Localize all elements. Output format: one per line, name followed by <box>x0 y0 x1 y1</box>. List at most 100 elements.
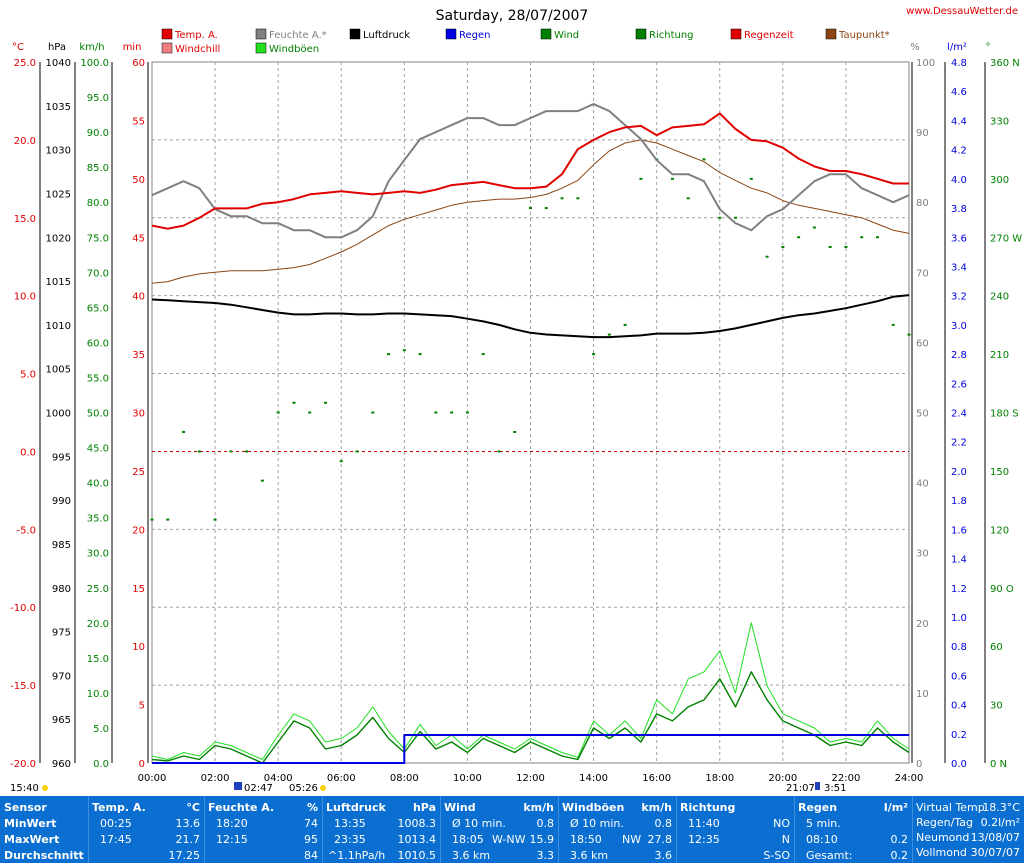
feuchte-min-val: 74 <box>304 817 318 830</box>
moonrise-icon <box>234 782 242 790</box>
richtung-min-time: 11:40 <box>688 817 720 830</box>
dir-tick: 150 <box>990 467 1009 478</box>
unit-label: min <box>123 42 142 53</box>
regen-tag-val: 0.2l/m² <box>980 816 1020 829</box>
hpa-tick: 970 <box>52 671 71 682</box>
richtung-point <box>544 207 548 210</box>
temp-tick: 15.0 <box>14 214 36 225</box>
dir-tick: 330 <box>990 116 1009 127</box>
hpa-tick: 975 <box>52 628 71 639</box>
dir-tick: 300 <box>990 175 1009 186</box>
rain-tick: 2.2 <box>951 438 967 449</box>
header-sensor: Sensor <box>4 801 47 814</box>
hpa-tick: 960 <box>52 759 71 770</box>
feuchte-min-time: 18:20 <box>216 817 248 830</box>
richtung-point <box>529 207 532 210</box>
vollmond-label: Vollmond <box>916 846 967 859</box>
richtung-point <box>907 333 911 336</box>
legend-swatch <box>635 28 647 40</box>
rain-tick: 3.6 <box>951 233 967 244</box>
luft-max-val: 1013.4 <box>397 833 437 846</box>
unit-label: °C <box>12 42 24 53</box>
kmh-tick: 25.0 <box>87 584 109 595</box>
header-regen-unit: l/m² <box>883 801 908 814</box>
richtung-max-time: 12:35 <box>688 833 720 846</box>
hpa-tick: 995 <box>52 452 71 463</box>
rain-tick: 0.6 <box>951 671 967 682</box>
header-boeen: Windböen <box>562 801 625 814</box>
boeen-min-val: 0.8 <box>654 817 673 830</box>
richtung-point <box>670 177 674 180</box>
rain-tick: 0.2 <box>951 730 967 741</box>
rain-tick: 2.0 <box>951 467 967 478</box>
richtung-point <box>245 450 249 453</box>
min-tick: 60 <box>132 58 145 69</box>
richtung-max-val: N <box>781 833 790 846</box>
legend-label: Temp. A. <box>174 30 218 41</box>
hpa-tick: 985 <box>52 540 71 551</box>
sunset-time: 21:07 <box>786 783 815 794</box>
col-regen: Regen l/m² 5 min. 08:10 0.2 Gesamt: 0.2 <box>794 796 913 863</box>
richtung-point <box>749 177 753 180</box>
min-tick: 5 <box>139 701 145 712</box>
legend-label: Windböen <box>269 44 319 55</box>
richtung-point <box>260 479 264 482</box>
time-tick: 20:00 <box>768 773 797 784</box>
richtung-point <box>860 236 864 239</box>
kmh-tick: 70.0 <box>87 268 109 279</box>
min-tick: 15 <box>132 584 145 595</box>
grid <box>151 61 910 764</box>
legend-swatch <box>730 28 742 40</box>
rain-tick: 2.4 <box>951 409 967 420</box>
richtung-point <box>875 236 879 239</box>
kmh-tick: 80.0 <box>87 198 109 209</box>
neumond-label: Neumond <box>916 831 970 844</box>
header-wind-unit: km/h <box>523 801 554 814</box>
wind-min-label: Ø 10 min. <box>452 817 506 830</box>
series-layer <box>150 103 911 764</box>
time-tick: 14:00 <box>579 773 608 784</box>
legend-swatch <box>825 28 837 40</box>
kmh-tick: 75.0 <box>87 233 109 244</box>
rain-tick: 3.0 <box>951 321 967 332</box>
pct-tick: 80 <box>916 198 929 209</box>
richtung-min-val: NO <box>773 817 790 830</box>
wind-min-val: 0.8 <box>536 817 555 830</box>
richtung-point <box>639 177 643 180</box>
header-luft: Luftdruck <box>326 801 386 814</box>
stats-panel: Sensor MinWert MaxWert Durchschnitt Temp… <box>0 796 1024 863</box>
hpa-tick: 965 <box>52 715 71 726</box>
richtung-avg-val: S-SO <box>763 849 790 862</box>
kmh-tick: 10.0 <box>87 689 109 700</box>
legend-label: Regen <box>459 30 491 41</box>
temp-min-time: 00:25 <box>100 817 132 830</box>
min-tick: 45 <box>132 233 145 244</box>
richtung-point <box>481 353 485 356</box>
unit-label: km/h <box>79 42 104 53</box>
dir-tick: 180 S <box>990 409 1019 420</box>
sun-bar: 15:40 02:47 05:26 21:07 3:51 <box>10 782 846 794</box>
legend-label: Windchill <box>175 44 220 55</box>
kmh-tick: 35.0 <box>87 514 109 525</box>
regen-max-time: 08:10 <box>806 833 838 846</box>
richtung-point <box>355 450 359 453</box>
richtung-point <box>371 411 375 414</box>
site-link[interactable]: www.DessauWetter.de <box>906 6 1018 17</box>
unit-label: % <box>910 42 920 53</box>
kmh-tick: 0.0 <box>93 759 109 770</box>
regen-max-val: 0.2 <box>890 833 909 846</box>
luft-trend: ^1.1hPa/h <box>328 849 386 862</box>
temp-tick: -15.0 <box>10 681 36 692</box>
series-line-taupunkt <box>151 139 910 284</box>
richtung-point <box>150 518 154 521</box>
series-line-temp-a <box>151 112 909 230</box>
dir-tick: 30 <box>990 701 1003 712</box>
hpa-tick: 1010 <box>46 321 71 332</box>
richtung-point <box>308 411 312 414</box>
richtung-point <box>229 450 233 453</box>
moonset-time: 3:51 <box>824 783 846 794</box>
dir-tick: 90 O <box>990 584 1014 595</box>
richtung-point <box>434 411 438 414</box>
moonset-icon <box>815 782 820 790</box>
richtung-point <box>844 245 848 248</box>
